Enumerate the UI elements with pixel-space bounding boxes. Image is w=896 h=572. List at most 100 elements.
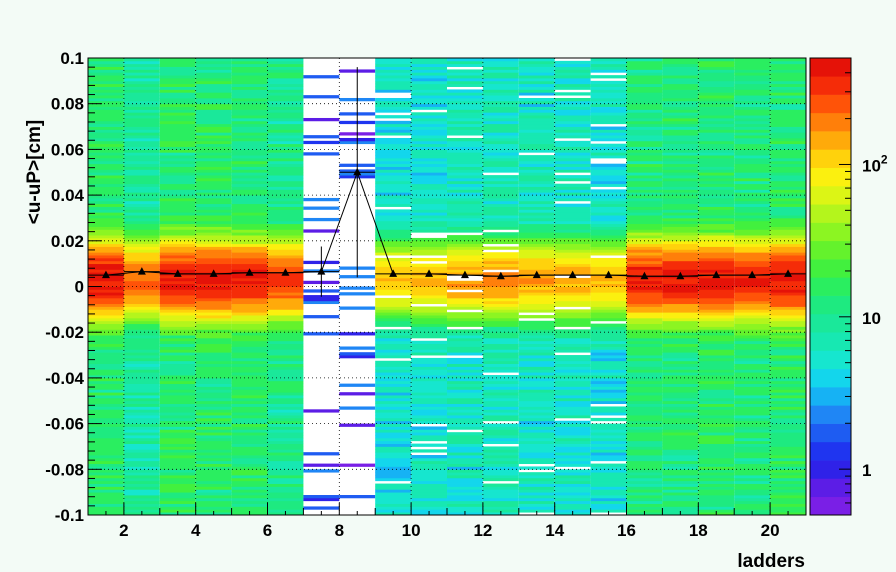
heatmap-cell (123, 263, 160, 267)
heatmap-cell (554, 289, 591, 293)
heatmap-cell (195, 175, 232, 179)
profile-point (425, 269, 434, 277)
colorbar-frame (809, 57, 852, 516)
heatmap-cell (447, 246, 483, 250)
profile-series (88, 67, 806, 297)
heatmap-cell (447, 480, 483, 484)
heatmap-cell (518, 123, 555, 127)
heatmap-cell (590, 463, 627, 467)
heatmap-cell (626, 103, 663, 107)
heatmap-cell (375, 289, 412, 293)
heatmap-cell (554, 443, 591, 447)
heatmap-cell (88, 163, 124, 167)
heatmap-cell (518, 343, 555, 347)
heatmap-cell (159, 492, 196, 496)
heatmap-cell (770, 346, 806, 350)
colorbar-segment (810, 313, 851, 333)
heatmap-cell (662, 452, 699, 456)
heatmap-cell (554, 243, 591, 247)
heatmap-cell (123, 283, 160, 287)
heatmap-cell (267, 415, 304, 419)
heatmap-cell (734, 149, 771, 153)
heatmap-cell (554, 343, 591, 347)
heatmap-cell (447, 449, 483, 453)
heatmap-cell (662, 337, 699, 342)
heatmap-cell (375, 180, 412, 185)
heatmap-cell (231, 440, 268, 444)
heatmap-cell (159, 80, 196, 85)
heatmap-cell (554, 337, 591, 342)
heatmap-cell (590, 189, 627, 193)
heatmap-cell (554, 486, 591, 490)
heatmap-cell (231, 58, 268, 62)
heatmap-cell (447, 255, 483, 259)
heatmap-cell (88, 335, 124, 339)
heatmap-cell (734, 75, 771, 79)
heatmap-cell (159, 60, 196, 65)
heatmap-cell (411, 129, 447, 133)
heatmap-cell (626, 117, 663, 122)
heatmap-cell (447, 337, 483, 342)
heatmap-cell (339, 423, 376, 427)
heatmap-cell (518, 186, 555, 190)
heatmap-cell (303, 315, 340, 319)
heatmap-cell (482, 377, 519, 382)
heatmap-cell (482, 437, 519, 442)
heatmap-cell (734, 337, 771, 342)
heatmap-cell (698, 309, 735, 313)
heatmap-cell (375, 183, 412, 187)
heatmap-cell (123, 480, 160, 484)
heatmap-cell (447, 195, 483, 199)
heatmap-cell (88, 200, 124, 205)
heatmap-cell (698, 152, 735, 156)
heatmap-cell (518, 120, 555, 125)
heatmap-cell (411, 395, 447, 399)
heatmap-cell (159, 380, 196, 385)
heatmap-cell (123, 126, 160, 130)
heatmap-cell (375, 332, 412, 336)
heatmap-cell (267, 497, 304, 502)
heatmap-cell (770, 497, 806, 502)
heatmap-cell (662, 449, 699, 453)
heatmap-cell (375, 123, 412, 127)
heatmap-cell (447, 209, 483, 213)
heatmap-cell (662, 89, 699, 93)
heatmap-cell (159, 497, 196, 502)
heatmap-cell (411, 483, 447, 487)
heatmap-cell (626, 320, 663, 325)
heatmap-cell (770, 249, 806, 253)
heatmap-cell (734, 120, 771, 125)
heatmap-cell (88, 177, 124, 182)
heatmap-cell (698, 229, 735, 233)
heatmap-cell (662, 195, 699, 199)
heatmap-cell (626, 197, 663, 202)
heatmap-cell (123, 437, 160, 442)
heatmap-cell (698, 343, 735, 347)
heatmap-cell (375, 395, 412, 399)
heatmap-cell (770, 126, 806, 130)
heatmap-cell (698, 492, 735, 496)
heatmap-cell (626, 66, 663, 70)
heatmap-cell (411, 360, 447, 365)
heatmap-cell (195, 455, 232, 459)
heatmap-cell (698, 292, 735, 296)
heatmap-cell (482, 195, 519, 199)
heatmap-cell (267, 443, 304, 447)
heatmap-cell (662, 415, 699, 419)
heatmap-cell (590, 406, 627, 410)
colorbar-exponent: 2 (881, 152, 888, 166)
heatmap-cell (411, 400, 447, 405)
heatmap-cell (267, 75, 304, 79)
heatmap-cell (626, 286, 663, 290)
heatmap-cell (662, 315, 699, 319)
heatmap-cell (554, 252, 591, 256)
heatmap-cell (231, 480, 268, 484)
heatmap-cell (662, 289, 699, 293)
heatmap-cell (195, 337, 232, 342)
heatmap-cell (698, 360, 735, 365)
heatmap-cell (303, 206, 340, 210)
heatmap-cell (734, 229, 771, 233)
colorbar-segment (810, 350, 851, 370)
heatmap-cell (770, 120, 806, 125)
colorbar-segment (810, 405, 851, 424)
